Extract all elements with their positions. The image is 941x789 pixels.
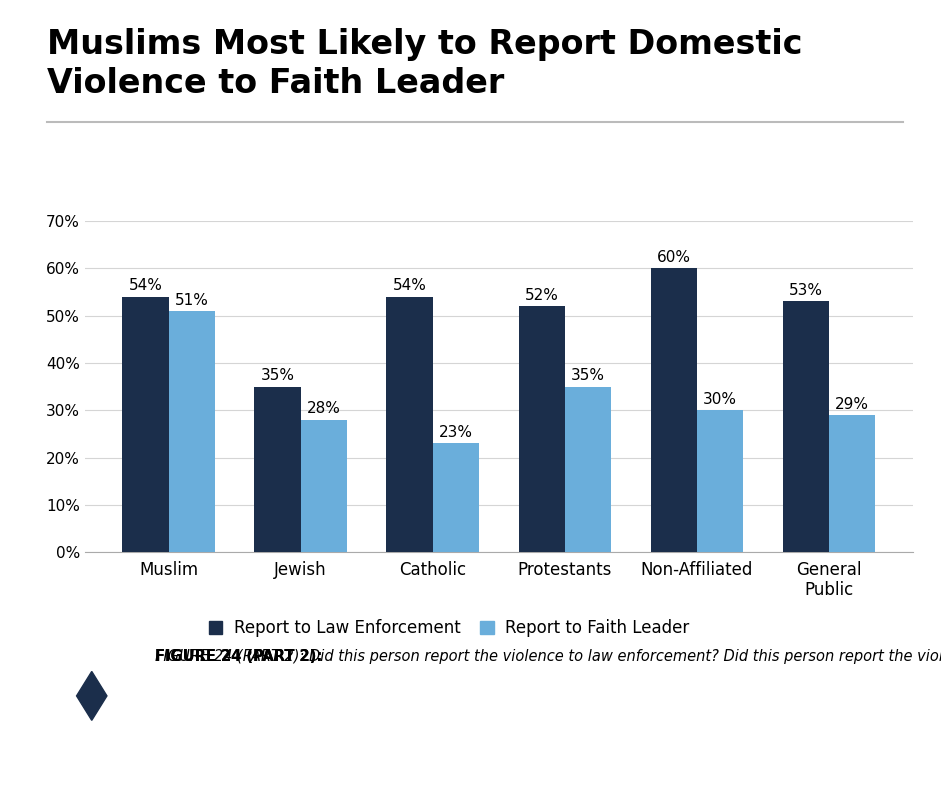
Text: 54%: 54% — [392, 279, 426, 294]
Text: 53%: 53% — [789, 283, 822, 298]
Text: 29%: 29% — [835, 397, 869, 412]
Legend: Report to Law Enforcement, Report to Faith Leader: Report to Law Enforcement, Report to Fai… — [202, 612, 696, 643]
Text: 52%: 52% — [525, 288, 559, 303]
Text: FIGURE 24 (PART 2):: FIGURE 24 (PART 2): — [155, 649, 323, 664]
Bar — [433, 443, 479, 552]
Bar — [254, 387, 300, 552]
Text: Violence to Faith Leader: Violence to Faith Leader — [47, 67, 504, 100]
Text: Muslims Most Likely to Report Domestic: Muslims Most Likely to Report Domestic — [47, 28, 803, 61]
Bar — [300, 420, 347, 552]
Text: 35%: 35% — [261, 368, 295, 383]
Bar — [387, 297, 433, 552]
Text: FIGURE 24 (PART 2):: FIGURE 24 (PART 2): — [155, 649, 323, 664]
Text: 23%: 23% — [439, 425, 472, 440]
Bar — [783, 301, 829, 552]
Text: FIGURE 24 (PART 2): Did this person report the violence to law enforcement? Did : FIGURE 24 (PART 2): Did this person repo… — [155, 649, 941, 664]
Polygon shape — [65, 662, 119, 730]
Text: 51%: 51% — [175, 293, 209, 308]
Bar — [168, 311, 215, 552]
Text: 35%: 35% — [571, 368, 605, 383]
Bar — [697, 410, 743, 552]
Bar — [565, 387, 611, 552]
Text: 28%: 28% — [307, 402, 341, 417]
Bar — [122, 297, 168, 552]
Text: 54%: 54% — [129, 279, 163, 294]
Bar — [829, 415, 875, 552]
Polygon shape — [76, 671, 107, 720]
Text: I  S  P  U: I S P U — [66, 751, 118, 761]
Text: 60%: 60% — [657, 250, 691, 265]
Bar — [650, 268, 697, 552]
Text: 30%: 30% — [703, 392, 737, 407]
Bar — [518, 306, 565, 552]
